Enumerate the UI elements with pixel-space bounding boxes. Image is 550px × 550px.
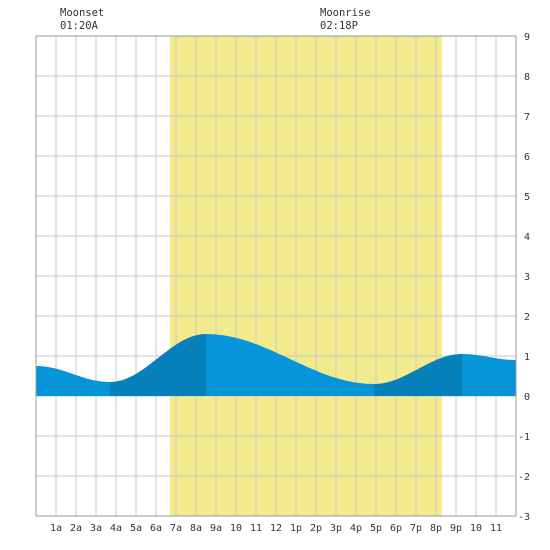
y-tick-label: 4 [524, 232, 530, 243]
tide-area-rising [374, 354, 462, 396]
x-tick-label: 6a [150, 523, 162, 534]
x-tick-label: 4a [110, 523, 122, 534]
x-tick-labels: 1a 2a 3a 4a 5a 6a 7a 8a 9a 10 11 12 1p 2p 3p 4p 5p 6p 7p 8p… [50, 523, 502, 534]
x-tick-label: 5a [130, 523, 142, 534]
plot-frame [35, 35, 517, 517]
y-tick-label: -3 [518, 512, 530, 523]
x-tick-label: 1p [290, 523, 302, 534]
y-tick-label: 5 [524, 192, 530, 203]
x-tick-label: 11 [490, 523, 502, 534]
x-tick-label: 3a [90, 523, 102, 534]
x-tick-label: 8p [430, 523, 442, 534]
moonrise-annotation: Moonrise 02:18P [320, 7, 371, 32]
moonrise-time: 02:18P [320, 20, 358, 32]
x-tick-label: 2a [70, 523, 82, 534]
x-tick-label: 10 [230, 523, 242, 534]
moonrise-label: Moonrise [320, 7, 371, 19]
y-tick-label: 6 [524, 152, 530, 163]
x-tick-label: 7a [170, 523, 182, 534]
moonset-label: Moonset [60, 7, 104, 19]
x-tick-label: 3p [330, 523, 342, 534]
y-tick-label: 3 [524, 272, 530, 283]
y-tick-labels: -3 -2 -1 0 1 2 3 4 5 6 7 8 9 [518, 32, 530, 523]
x-tick-label: 8a [190, 523, 202, 534]
y-tick-label: 0 [524, 392, 530, 403]
x-tick-label: 9p [450, 523, 462, 534]
x-tick-label: 12 [270, 523, 282, 534]
y-tick-label: -2 [518, 472, 530, 483]
y-tick-label: 8 [524, 72, 530, 83]
x-tick-label: 11 [250, 523, 262, 534]
x-tick-label: 7p [410, 523, 422, 534]
tide-area-falling [206, 334, 374, 396]
y-tick-label: 9 [524, 32, 530, 43]
x-tick-label: 6p [390, 523, 402, 534]
tide-area-falling [462, 354, 516, 396]
tide-areas [36, 334, 516, 396]
y-tick-label: -1 [518, 432, 530, 443]
moonset-annotation: Moonset 01:20A [60, 7, 104, 32]
x-tick-label: 2p [310, 523, 322, 534]
x-tick-label: 4p [350, 523, 362, 534]
tide-area-falling [36, 366, 110, 396]
x-tick-label: 5p [370, 523, 382, 534]
y-tick-label: 1 [524, 352, 530, 363]
x-tick-label: 1a [50, 523, 62, 534]
y-tick-label: 2 [524, 312, 530, 323]
moonset-time: 01:20A [60, 20, 99, 32]
y-tick-label: 7 [524, 112, 530, 123]
x-tick-label: 10 [470, 523, 482, 534]
tide-area-rising [110, 334, 206, 396]
x-tick-label: 9a [210, 523, 222, 534]
